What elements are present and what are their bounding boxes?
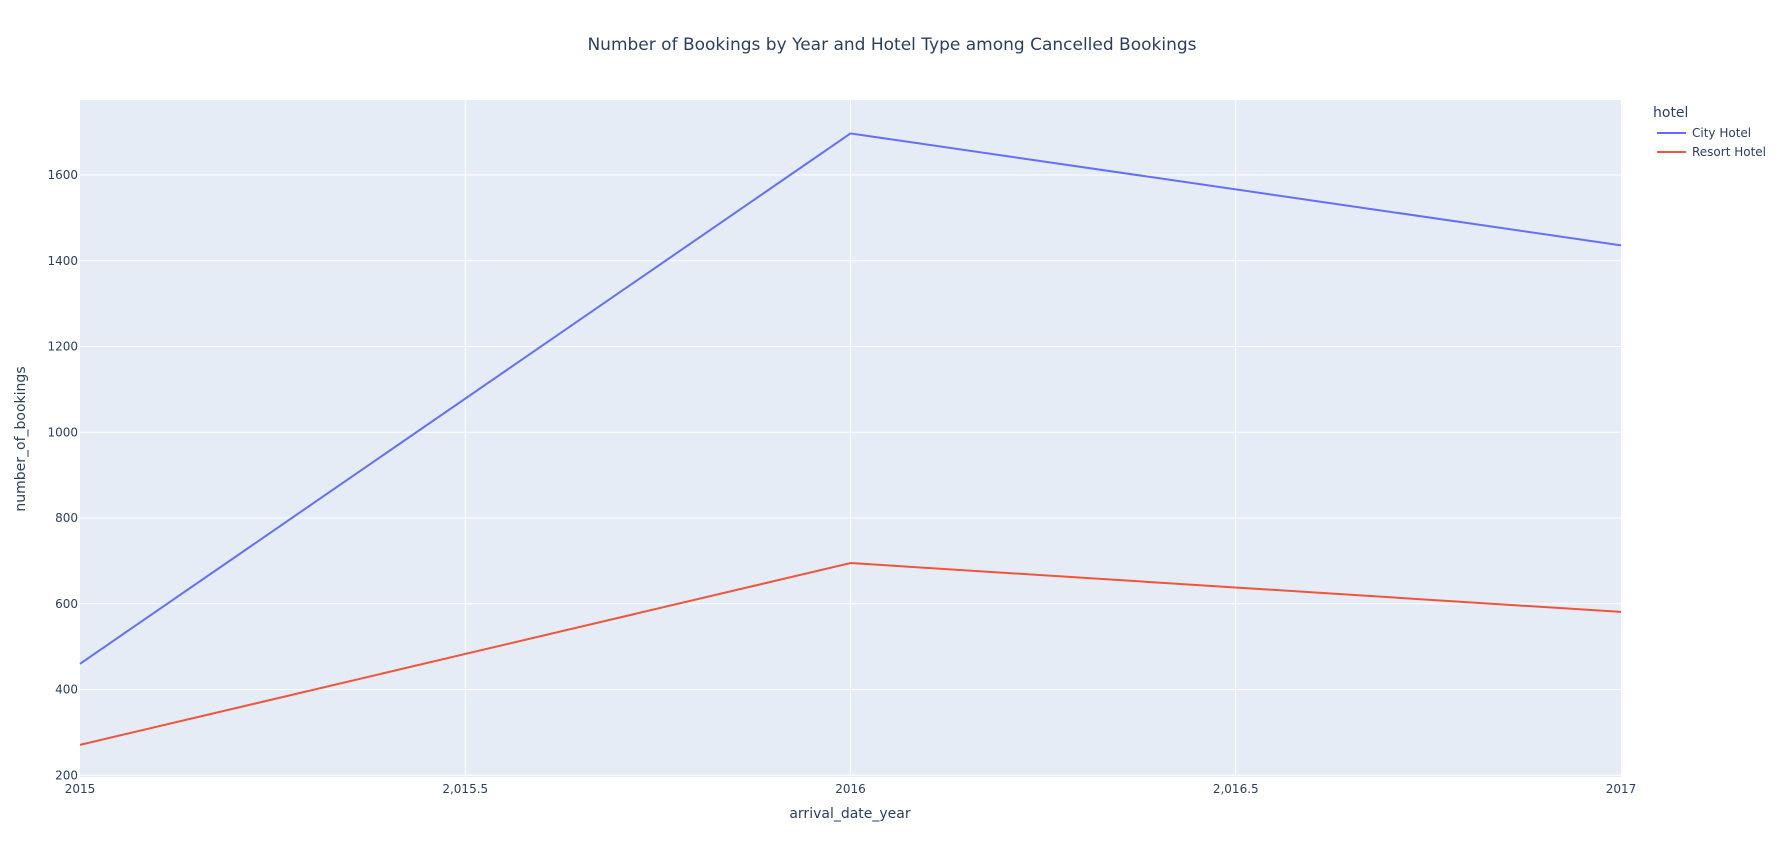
x-axis-ticks: 2015 2,015.5 2016 2,016.5 2017 xyxy=(65,782,1637,796)
series-line-city-hotel xyxy=(79,132,1622,665)
y-tick-label: 1000 xyxy=(47,425,78,439)
y-tick-label: 1600 xyxy=(47,168,78,182)
y-tick-label: 200 xyxy=(55,768,78,782)
x-tick-label: 2017 xyxy=(1606,782,1637,796)
y-axis-title: number_of_bookings xyxy=(13,366,29,511)
legend-item-city-hotel[interactable]: City Hotel xyxy=(1657,126,1751,140)
y-tick-label: 1400 xyxy=(47,254,78,268)
x-tick-label: 2,015.5 xyxy=(442,782,488,796)
legend-item-resort-hotel[interactable]: Resort Hotel xyxy=(1657,145,1766,159)
gridlines xyxy=(80,100,1621,777)
y-tick-label: 600 xyxy=(55,597,78,611)
x-tick-label: 2015 xyxy=(65,782,96,796)
series-line-resort-hotel xyxy=(79,562,1622,746)
x-axis-title: arrival_date_year xyxy=(789,806,911,822)
y-tick-label: 400 xyxy=(55,683,78,697)
chart-title: Number of Bookings by Year and Hotel Typ… xyxy=(587,35,1196,55)
y-tick-label: 1200 xyxy=(47,340,78,354)
legend-title: hotel xyxy=(1653,105,1688,121)
y-axis-ticks: 200 400 600 800 1000 1200 1400 1600 xyxy=(47,168,78,782)
y-tick-label: 800 xyxy=(55,511,78,525)
legend[interactable]: hotel City Hotel Resort Hotel xyxy=(1653,105,1766,159)
series-lines xyxy=(79,132,1622,746)
x-tick-label: 2,016.5 xyxy=(1213,782,1259,796)
legend-label: City Hotel xyxy=(1692,126,1751,140)
x-tick-label: 2016 xyxy=(835,782,866,796)
legend-label: Resort Hotel xyxy=(1692,145,1766,159)
